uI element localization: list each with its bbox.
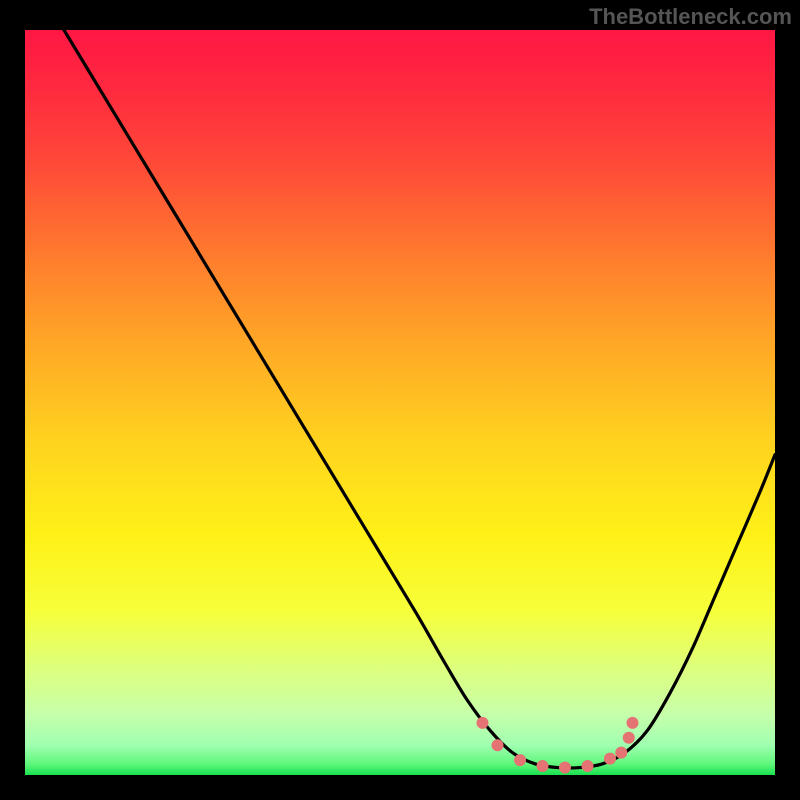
marker-point: [477, 717, 489, 729]
marker-point: [537, 760, 549, 772]
marker-point: [582, 760, 594, 772]
bottleneck-chart: [0, 0, 800, 800]
marker-point: [627, 717, 639, 729]
gradient-background: [25, 30, 775, 775]
marker-point: [615, 747, 627, 759]
chart-container: TheBottleneck.com: [0, 0, 800, 800]
marker-point: [514, 754, 526, 766]
watermark-text: TheBottleneck.com: [589, 4, 792, 30]
marker-point: [559, 762, 571, 774]
marker-point: [492, 739, 504, 751]
marker-point: [623, 732, 635, 744]
marker-point: [604, 753, 616, 765]
